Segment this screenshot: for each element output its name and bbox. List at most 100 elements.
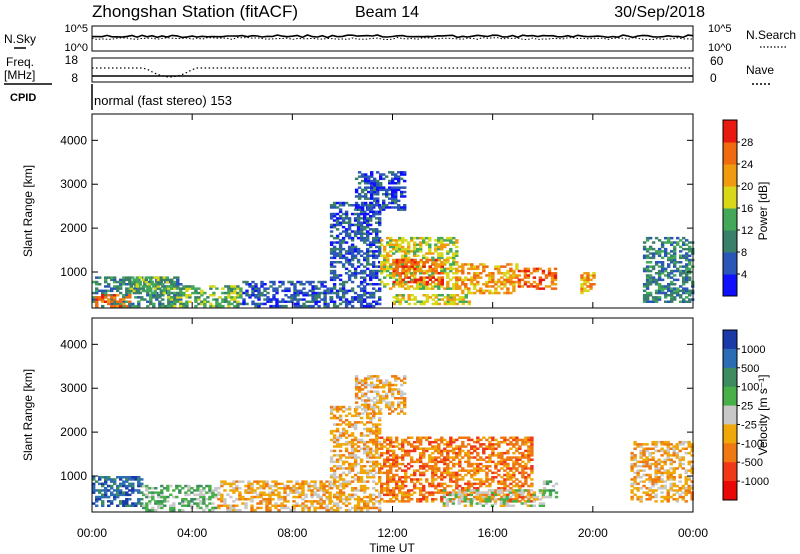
velocity-cell <box>422 449 426 453</box>
power-cell <box>329 263 334 266</box>
power-cell <box>107 289 111 293</box>
power-cell <box>369 272 373 275</box>
power-cell <box>434 267 438 271</box>
power-cell <box>359 254 364 257</box>
velocity-cell <box>178 502 182 505</box>
velocity-cell <box>527 484 531 488</box>
power-cell <box>137 296 141 299</box>
velocity-cell <box>648 451 652 455</box>
power-cell <box>395 294 399 297</box>
power-cell <box>354 188 359 192</box>
velocity-cell <box>367 397 371 400</box>
power-cell <box>350 250 355 253</box>
velocity-cell <box>428 443 432 446</box>
velocity-cell <box>389 491 393 494</box>
velocity-cell <box>488 458 492 461</box>
velocity-cell <box>369 429 373 433</box>
power-cell <box>446 298 450 301</box>
power-cell <box>375 272 379 275</box>
velocity-cell <box>332 449 337 453</box>
power-cell <box>458 287 462 290</box>
power-cell <box>685 278 689 282</box>
velocity-cell <box>538 504 543 507</box>
velocity-cell <box>353 447 358 450</box>
power-cell <box>150 283 154 286</box>
velocity-cell <box>389 478 393 481</box>
velocity-cell <box>538 491 543 494</box>
velocity-cell <box>446 491 450 494</box>
velocity-cell <box>524 440 528 444</box>
power-cell <box>141 289 145 293</box>
power-cell <box>500 272 504 275</box>
velocity-cell <box>419 471 423 475</box>
power-cell <box>356 230 361 233</box>
velocity-cell <box>506 465 510 468</box>
velocity-cell <box>335 491 340 494</box>
power-cell <box>323 304 327 308</box>
velocity-cell <box>472 498 476 501</box>
velocity-cell <box>190 498 194 501</box>
power-cell <box>314 300 318 303</box>
velocity-cell <box>491 454 495 457</box>
velocity-cell <box>541 502 546 505</box>
power-cell <box>682 269 686 273</box>
velocity-cell <box>140 502 144 505</box>
velocity-cell <box>341 482 346 486</box>
velocity-cell <box>464 445 468 448</box>
velocity-cell <box>678 487 682 490</box>
power-cell <box>155 294 159 297</box>
velocity-cell <box>356 438 361 442</box>
velocity-cell <box>500 487 504 490</box>
power-cell <box>329 252 334 255</box>
power-cell <box>455 263 459 266</box>
power-cell <box>344 228 349 231</box>
velocity-cell <box>196 484 200 488</box>
power-cell <box>419 269 423 273</box>
power-cell <box>373 186 377 189</box>
velocity-cell <box>388 408 392 411</box>
velocity-cell <box>443 447 447 450</box>
power-cell <box>335 291 340 295</box>
power-cell <box>359 217 364 220</box>
velocity-cell <box>376 394 380 398</box>
power-cell <box>648 245 653 249</box>
power-cell <box>290 300 294 303</box>
power-cell <box>372 239 376 242</box>
velocity-cell <box>319 482 323 486</box>
velocity-cell <box>527 489 531 492</box>
velocity-cell <box>398 500 402 503</box>
velocity-cell <box>669 460 673 464</box>
power-cell <box>651 280 656 284</box>
velocity-cell <box>250 504 254 507</box>
power-cell <box>440 272 444 275</box>
power-cell <box>382 204 386 207</box>
velocity-cell <box>437 489 441 492</box>
power-cell <box>657 254 662 257</box>
velocity-cell <box>657 467 661 470</box>
power-cell <box>395 239 399 242</box>
velocity-cell <box>113 495 117 499</box>
power-cell <box>366 304 370 308</box>
velocity-cell <box>488 443 492 446</box>
velocity-cell <box>443 438 447 442</box>
power-cell <box>520 269 525 273</box>
velocity-cell <box>648 473 652 477</box>
velocity-cell <box>675 447 679 450</box>
power-cell <box>389 250 393 253</box>
velocity-cell <box>388 388 392 391</box>
power-cell <box>314 291 318 295</box>
power-cell <box>488 274 492 277</box>
velocity-cell <box>335 502 340 505</box>
velocity-cell <box>452 440 456 444</box>
power-cell <box>592 274 596 277</box>
power-cell <box>254 302 258 306</box>
velocity-cell <box>470 476 474 479</box>
velocity-cell <box>532 500 537 503</box>
power-cell <box>372 261 376 264</box>
velocity-cell <box>366 449 370 453</box>
power-cell <box>356 236 361 240</box>
velocity-cell <box>446 456 450 459</box>
power-cell <box>437 256 441 260</box>
velocity-cell <box>366 460 370 464</box>
power-cell <box>287 280 291 284</box>
